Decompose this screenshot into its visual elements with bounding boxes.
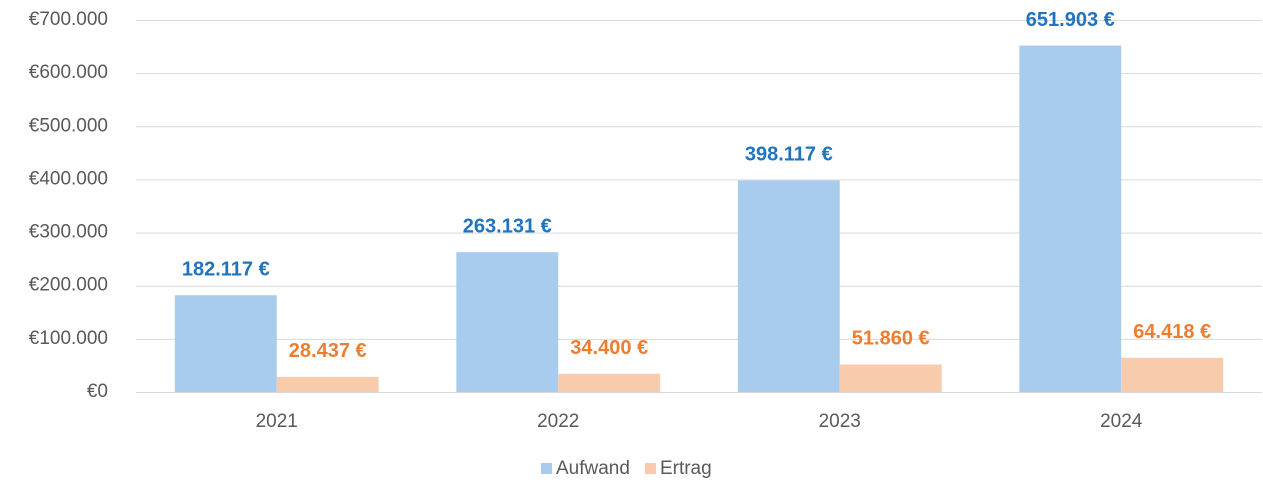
y-tick-label: €600.000 — [29, 62, 108, 83]
bar — [174, 295, 277, 392]
legend-label: Aufwand — [556, 458, 630, 479]
bar — [839, 364, 942, 392]
value-label: 263.131 € — [463, 215, 552, 237]
value-label: 651.903 € — [1026, 9, 1115, 31]
value-label: 34.400 € — [570, 337, 648, 359]
legend-swatch — [644, 463, 656, 474]
value-label: 28.437 € — [289, 340, 367, 362]
x-tick-label: 2022 — [537, 411, 579, 432]
y-tick-label: €0 — [87, 381, 108, 402]
bar — [1121, 357, 1224, 392]
y-tick-label: €300.000 — [29, 222, 108, 243]
y-tick-label: €200.000 — [29, 275, 108, 296]
y-tick-label: €100.000 — [29, 328, 108, 349]
bar — [276, 376, 379, 392]
y-tick-label: €500.000 — [29, 115, 108, 136]
legend-swatch — [541, 463, 552, 474]
bar — [558, 373, 661, 392]
value-label: 64.418 € — [1133, 321, 1211, 343]
value-label: 398.117 € — [745, 144, 833, 166]
x-tick-label: 2021 — [256, 411, 298, 432]
value-label: 51.860 € — [852, 328, 930, 350]
x-tick-label: 2024 — [1100, 411, 1143, 432]
bar — [456, 252, 559, 392]
y-tick-label: €400.000 — [29, 168, 108, 189]
y-tick-label: €700.000 — [29, 9, 108, 30]
value-label: 182.117 € — [182, 258, 270, 280]
x-tick-label: 2023 — [819, 411, 861, 432]
legend-label: Ertrag — [660, 458, 712, 479]
bar — [737, 180, 840, 392]
bar — [1019, 45, 1122, 392]
